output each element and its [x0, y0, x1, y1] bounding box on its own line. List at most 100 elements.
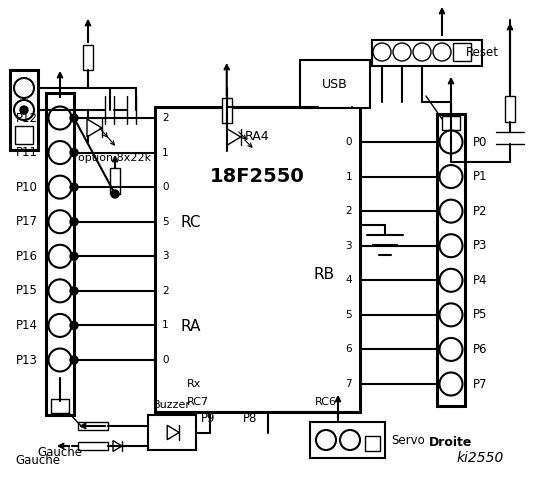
Text: 2: 2 [346, 206, 352, 216]
Circle shape [413, 43, 431, 61]
Polygon shape [113, 441, 122, 451]
Text: 1: 1 [162, 147, 169, 157]
Circle shape [49, 348, 71, 372]
Text: 5: 5 [162, 216, 169, 227]
Circle shape [70, 287, 78, 295]
Text: P16: P16 [16, 250, 38, 263]
Bar [505, 96, 515, 122]
Bar [310, 422, 385, 458]
Circle shape [433, 43, 451, 61]
Circle shape [14, 78, 34, 98]
Bar [78, 422, 108, 430]
Circle shape [70, 356, 78, 364]
Bar [110, 168, 120, 194]
Bar [10, 70, 38, 150]
Bar [78, 442, 108, 450]
Text: P14: P14 [16, 319, 38, 332]
Circle shape [49, 107, 71, 130]
Circle shape [49, 314, 71, 337]
Bar [372, 40, 482, 66]
Text: option 8x22k: option 8x22k [79, 153, 152, 163]
Text: 5: 5 [346, 310, 352, 320]
Bar [83, 45, 93, 70]
Circle shape [70, 218, 78, 226]
Circle shape [340, 430, 360, 450]
Circle shape [70, 183, 78, 191]
Circle shape [373, 43, 391, 61]
Circle shape [49, 279, 71, 302]
Bar [46, 93, 74, 415]
Bar [437, 114, 465, 406]
Circle shape [440, 131, 462, 154]
Text: Reset: Reset [466, 46, 498, 59]
Bar [51, 399, 69, 413]
Text: 7: 7 [346, 379, 352, 389]
Circle shape [49, 141, 71, 164]
Text: P13: P13 [16, 353, 38, 367]
Text: P10: P10 [16, 180, 38, 193]
Text: Buzzer: Buzzer [153, 400, 191, 410]
Text: P6: P6 [473, 343, 488, 356]
Circle shape [440, 165, 462, 188]
Circle shape [440, 234, 462, 257]
Circle shape [316, 430, 336, 450]
Circle shape [49, 245, 71, 268]
Bar [155, 107, 360, 412]
Text: 1: 1 [346, 171, 352, 181]
Text: 3: 3 [346, 240, 352, 251]
Text: Servo: Servo [391, 433, 425, 446]
Text: 3: 3 [162, 252, 169, 261]
Circle shape [49, 210, 71, 233]
Circle shape [70, 149, 78, 156]
Text: P7: P7 [473, 377, 488, 391]
Text: P15: P15 [16, 284, 38, 297]
Text: P0: P0 [473, 135, 487, 148]
Text: 6: 6 [346, 345, 352, 354]
Circle shape [111, 190, 119, 198]
Circle shape [440, 338, 462, 361]
Text: USB: USB [322, 77, 348, 91]
Text: Rx: Rx [187, 379, 201, 389]
Text: 2: 2 [162, 286, 169, 296]
Circle shape [70, 252, 78, 260]
Text: 0: 0 [162, 355, 169, 365]
Text: P5: P5 [473, 308, 487, 321]
Bar [300, 60, 370, 108]
Text: 18F2550: 18F2550 [210, 168, 305, 187]
Circle shape [14, 100, 34, 120]
Text: ki2550: ki2550 [456, 451, 504, 465]
Circle shape [440, 269, 462, 292]
Polygon shape [87, 119, 102, 137]
Text: RC6: RC6 [315, 397, 337, 407]
Polygon shape [167, 425, 179, 440]
Circle shape [393, 43, 411, 61]
Circle shape [440, 200, 462, 223]
Bar [453, 43, 471, 61]
Text: 4: 4 [346, 276, 352, 285]
Text: P9: P9 [201, 411, 215, 424]
Text: P8: P8 [243, 411, 257, 424]
Text: RA4: RA4 [245, 131, 270, 144]
Bar [442, 116, 460, 130]
Polygon shape [227, 129, 241, 145]
Circle shape [440, 303, 462, 326]
Text: P3: P3 [473, 239, 487, 252]
Text: P11: P11 [16, 146, 38, 159]
Text: P1: P1 [473, 170, 488, 183]
Text: 1: 1 [162, 321, 169, 330]
Text: P17: P17 [16, 215, 38, 228]
Circle shape [49, 176, 71, 199]
Circle shape [440, 372, 462, 396]
Text: P4: P4 [473, 274, 488, 287]
Text: Gauche: Gauche [38, 445, 82, 458]
Text: Droite: Droite [429, 435, 473, 448]
Circle shape [70, 322, 78, 329]
Bar [222, 98, 232, 123]
Text: RB: RB [314, 267, 335, 282]
Text: Gauche: Gauche [15, 454, 60, 467]
Circle shape [20, 106, 28, 114]
Text: P12: P12 [16, 111, 38, 124]
Circle shape [70, 114, 78, 122]
Text: 0: 0 [162, 182, 169, 192]
Text: 0: 0 [346, 137, 352, 147]
